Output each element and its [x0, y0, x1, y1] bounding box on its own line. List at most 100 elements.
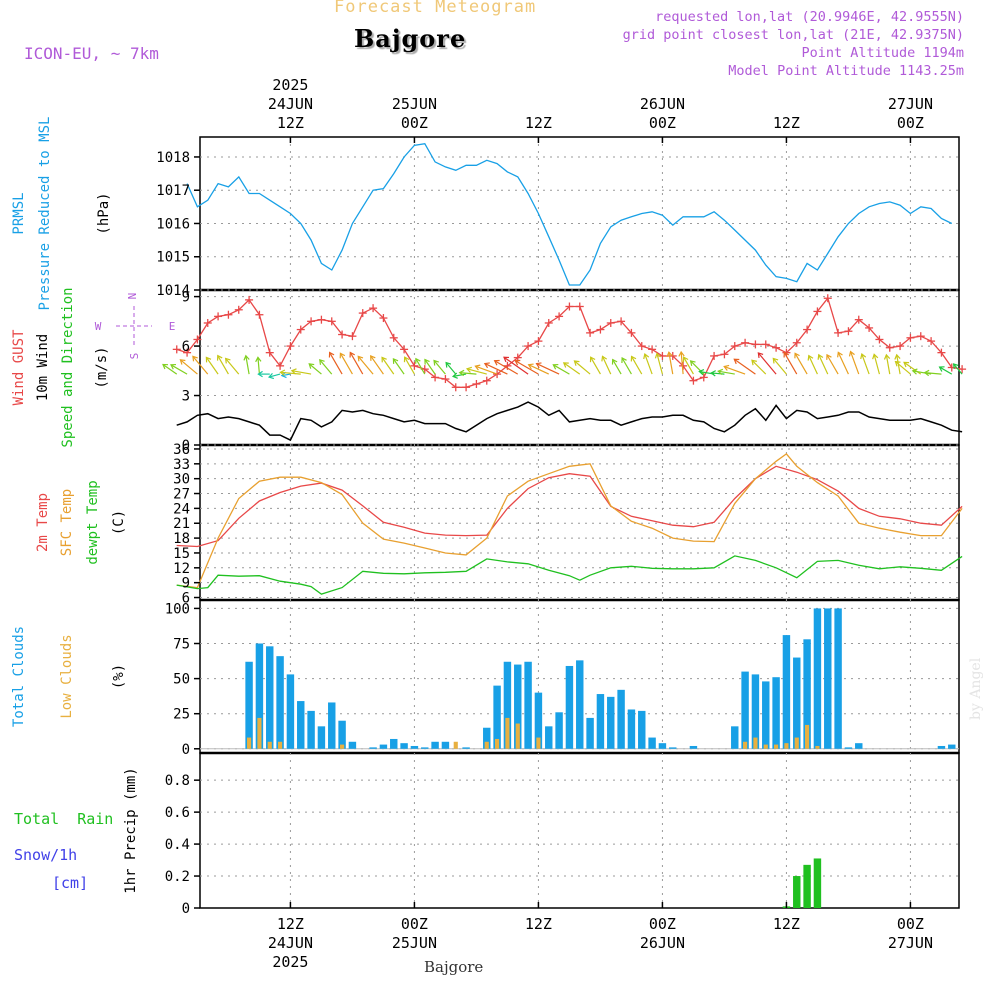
- arrow-head: [710, 370, 716, 377]
- arrow-shaft: [268, 373, 281, 378]
- gust-marker: [741, 338, 750, 347]
- low-cloud-bar: [515, 723, 520, 749]
- arrow-shaft: [281, 373, 291, 377]
- panel-frame-precip: [199, 752, 960, 909]
- snow-unit-label: [cm]: [52, 874, 88, 892]
- arrow-head: [308, 363, 315, 369]
- arrow-shaft: [339, 353, 353, 375]
- y-tick-label: 15: [173, 546, 190, 562]
- gust-marker: [317, 315, 326, 324]
- total-cloud-bar: [503, 661, 512, 749]
- arrow-head: [224, 357, 231, 364]
- dewpoint-line: [176, 555, 963, 595]
- arrow-shaft: [475, 365, 498, 375]
- arrow-head: [654, 352, 662, 359]
- wind-direction-arrow: [848, 350, 860, 375]
- panel-frames: [199, 136, 960, 909]
- wind-direction-arrow: [433, 359, 446, 375]
- arrow-head: [894, 353, 901, 360]
- wind-direction-arrow: [257, 370, 270, 378]
- wind-direction-arrow: [552, 363, 570, 375]
- y-axis-label: Wind GUST: [11, 329, 27, 405]
- arrow-shaft: [711, 372, 725, 375]
- gust-marker: [699, 373, 708, 382]
- arrow-head: [883, 353, 891, 360]
- gust-marker: [730, 342, 739, 351]
- arrow-head: [279, 369, 286, 376]
- rain-label: Total Rain: [14, 810, 113, 828]
- total-cloud-bar: [824, 608, 832, 749]
- arrow-shaft: [873, 354, 881, 375]
- bottom-time-label: 00Z: [649, 915, 676, 933]
- wind-direction-arrow: [216, 354, 229, 375]
- y-tick-label: 0: [182, 438, 190, 454]
- arrow-head: [601, 355, 608, 362]
- arrow-head: [783, 351, 790, 358]
- wind-direction-arrow: [611, 358, 622, 375]
- arrow-shaft: [924, 372, 942, 375]
- y-tick-label: 6: [182, 591, 190, 607]
- arrow-shaft: [818, 354, 829, 375]
- y-tick-label: 6: [182, 339, 190, 355]
- arrow-head: [370, 354, 376, 361]
- wind-direction-arrow: [349, 351, 364, 375]
- axes-labels: 1014 1015 1016 1017 1018 PRMSL Pressure Reduce…: [11, 76, 933, 971]
- gust-marker: [193, 335, 202, 344]
- arrow-head: [589, 356, 596, 363]
- arrow-shaft: [656, 353, 664, 375]
- arrow-shaft: [180, 359, 198, 375]
- y-axis-label: 2m Temp: [35, 493, 51, 552]
- gust-marker: [906, 333, 915, 342]
- gust-marker: [379, 314, 388, 323]
- wind-direction-arrow: [589, 356, 601, 375]
- wind-direction-arrow: [630, 355, 643, 375]
- wind-direction-arrow: [938, 366, 953, 375]
- gust-marker: [648, 345, 657, 354]
- total-cloud-bar: [617, 689, 625, 749]
- low-cloud-bar: [247, 737, 252, 749]
- gust-marker: [369, 304, 378, 313]
- top-time-label: 12Z: [525, 114, 552, 132]
- y-tick-label: 0: [182, 901, 190, 917]
- arrow-shaft: [319, 359, 333, 375]
- arrow-head: [848, 350, 855, 357]
- low-cloud-bar: [805, 724, 810, 749]
- y-tick-label: 25: [173, 707, 190, 723]
- gust-marker: [327, 317, 336, 326]
- gust-marker: [710, 351, 719, 360]
- wind-direction-arrow: [817, 353, 829, 375]
- arrow-head: [678, 350, 685, 357]
- y-tick-label: 33: [173, 457, 190, 473]
- chart-title: Forecast Meteogram: [334, 0, 537, 17]
- arrow-head: [723, 364, 730, 371]
- gust-marker: [400, 345, 409, 354]
- arrow-head: [255, 356, 262, 363]
- temp-2m-line: [176, 465, 963, 548]
- gust-marker: [214, 312, 223, 321]
- low-cloud-bar: [278, 741, 283, 749]
- arrow-shaft: [601, 356, 612, 375]
- y-tick-label: 24: [173, 501, 190, 517]
- wind-direction-arrow: [370, 354, 384, 375]
- y-axis-label: 10m Wind: [35, 334, 51, 401]
- wind-direction-arrow: [952, 363, 963, 375]
- y-tick-label: 1015: [156, 250, 190, 266]
- gust-marker: [834, 328, 843, 337]
- total-cloud-bar: [524, 661, 532, 749]
- wind-direction-arrow: [654, 352, 664, 375]
- total-cloud-bar: [596, 694, 605, 749]
- wind-direction-arrow: [403, 356, 415, 375]
- wind-direction-arrow: [826, 353, 839, 375]
- wind-direction-arrow: [573, 360, 591, 375]
- total-cloud-bar: [751, 674, 760, 749]
- bottom-time-label: 26JUN: [640, 934, 685, 952]
- arrow-head: [267, 372, 275, 380]
- low-cloud-bar: [257, 717, 262, 749]
- arrow-shaft: [757, 352, 777, 375]
- arrow-head: [682, 356, 689, 363]
- arrow-shaft: [680, 351, 684, 375]
- arrow-shaft: [528, 364, 550, 375]
- y-tick-label: 0.8: [165, 773, 190, 789]
- y-tick-label: 100: [165, 601, 190, 617]
- wind-direction-arrow: [493, 359, 519, 375]
